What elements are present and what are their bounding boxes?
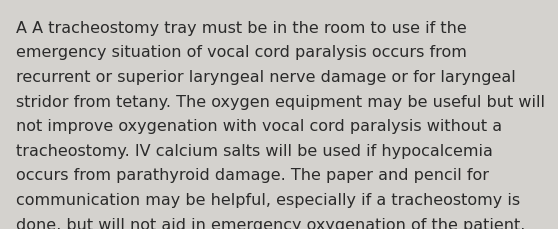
Text: occurs from parathyroid damage. The paper and pencil for: occurs from parathyroid damage. The pape… — [16, 168, 489, 183]
Text: A A tracheostomy tray must be in the room to use if the: A A tracheostomy tray must be in the roo… — [16, 21, 466, 35]
Text: communication may be helpful, especially if a tracheostomy is: communication may be helpful, especially… — [16, 192, 519, 207]
Text: not improve oxygenation with vocal cord paralysis without a: not improve oxygenation with vocal cord … — [16, 119, 502, 134]
Text: done, but will not aid in emergency oxygenation of the patient.: done, but will not aid in emergency oxyg… — [16, 217, 525, 229]
Text: recurrent or superior laryngeal nerve damage or for laryngeal: recurrent or superior laryngeal nerve da… — [16, 70, 516, 85]
Text: stridor from tetany. The oxygen equipment may be useful but will: stridor from tetany. The oxygen equipmen… — [16, 94, 545, 109]
Text: tracheostomy. IV calcium salts will be used if hypocalcemia: tracheostomy. IV calcium salts will be u… — [16, 143, 493, 158]
Text: emergency situation of vocal cord paralysis occurs from: emergency situation of vocal cord paraly… — [16, 45, 466, 60]
